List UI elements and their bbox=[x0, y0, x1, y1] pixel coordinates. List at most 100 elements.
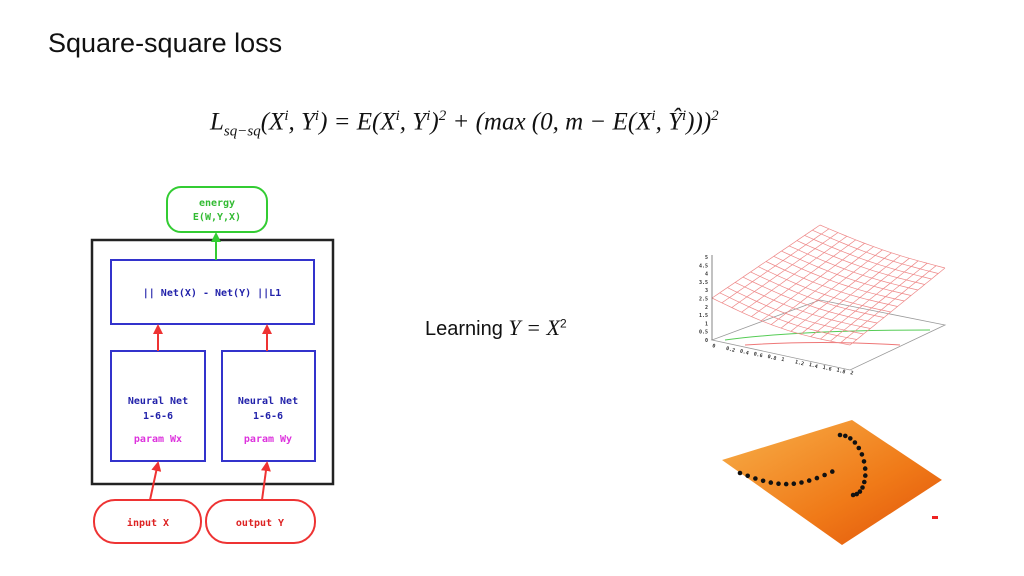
dot bbox=[737, 470, 743, 476]
contour bbox=[744, 342, 901, 346]
tick-label: 5 bbox=[705, 255, 708, 261]
text-segment: , Y bbox=[288, 108, 315, 136]
net-x-node bbox=[110, 350, 206, 462]
tick-label: 4.5 bbox=[699, 263, 708, 269]
surface-image bbox=[722, 420, 942, 545]
mesh-line bbox=[765, 261, 898, 307]
mesh-line bbox=[819, 224, 946, 269]
node-label: param Wx bbox=[134, 434, 182, 445]
dot bbox=[863, 473, 868, 478]
dot bbox=[783, 481, 789, 487]
arrow bbox=[149, 461, 162, 501]
tick-label: 0 bbox=[705, 338, 708, 344]
text-segment: 2 bbox=[711, 108, 719, 124]
text-segment: , Y bbox=[399, 108, 427, 136]
dot bbox=[837, 432, 843, 438]
marker bbox=[932, 516, 938, 519]
tick-label: 0.5 bbox=[699, 330, 708, 336]
energy-node bbox=[166, 186, 268, 233]
tick-label: 1.5 bbox=[699, 313, 708, 319]
mesh-line bbox=[790, 252, 892, 332]
dot bbox=[859, 452, 865, 457]
node-label: Neural Net bbox=[128, 396, 188, 407]
base-plane bbox=[710, 299, 947, 371]
node-label: output Y bbox=[236, 518, 284, 529]
diagram: energy E(W,Y,X) || Net(X) - Net(Y) ||L1 … bbox=[90, 186, 335, 544]
text-segment: i bbox=[314, 108, 320, 124]
text-segment: 2 bbox=[559, 316, 567, 331]
node-label: input X bbox=[127, 517, 169, 529]
dot bbox=[776, 481, 781, 487]
mesh-line bbox=[830, 263, 928, 342]
mesh-line bbox=[788, 245, 918, 291]
formula: Lsq−sq(Xi, Yi) = E(Xi, Yi)2 + (max (0, m… bbox=[210, 108, 719, 140]
tick-label: 0 bbox=[711, 343, 715, 350]
text-segment: L bbox=[210, 108, 224, 136]
tick-label: 0.6 bbox=[753, 351, 763, 359]
node-label: E(W,Y,X) bbox=[193, 212, 241, 223]
text-segment: i bbox=[395, 108, 400, 124]
text-segment: + (max (0, m − E(X bbox=[446, 108, 652, 136]
text-segment: ))) bbox=[686, 108, 712, 136]
tick-label: 2.5 bbox=[699, 297, 708, 303]
surface bbox=[722, 420, 942, 545]
tick-label: 0.2 bbox=[725, 346, 735, 354]
tick-label: 2 bbox=[849, 370, 853, 377]
dot bbox=[791, 481, 797, 487]
text-segment: ) = E(X bbox=[319, 108, 396, 136]
learning-caption: Learning Y = X2 bbox=[425, 315, 567, 341]
tick-label: 1.8 bbox=[836, 367, 846, 375]
dot bbox=[753, 476, 758, 481]
node-label: Neural Net bbox=[238, 396, 298, 407]
mesh-line bbox=[810, 258, 910, 337]
dot bbox=[862, 466, 868, 471]
tick-label: 3 bbox=[705, 288, 708, 294]
mesh-line bbox=[800, 255, 901, 335]
tick-label: 4 bbox=[705, 272, 708, 278]
text-segment: i bbox=[682, 108, 687, 124]
text-segment: ) bbox=[430, 108, 439, 136]
dot bbox=[806, 478, 812, 483]
mesh-line bbox=[820, 260, 919, 340]
tick-label: 0.8 bbox=[767, 354, 777, 362]
surface-plot: 00.511.522.533.544.550 0.2 0.4 0.6 0.8 1 1.2 1.… bbox=[699, 224, 947, 377]
dot bbox=[857, 489, 863, 494]
mesh-line bbox=[796, 240, 925, 285]
slide-title: Square-square loss bbox=[48, 28, 283, 58]
contour bbox=[724, 329, 931, 341]
dot bbox=[854, 491, 859, 497]
mesh-line bbox=[781, 250, 912, 296]
tick-label: 1 bbox=[705, 321, 708, 327]
tick-label: 1.4 bbox=[808, 362, 818, 370]
background bbox=[845, 480, 942, 545]
text-segment: i bbox=[284, 108, 289, 124]
dot bbox=[861, 459, 867, 464]
dot bbox=[856, 445, 862, 451]
dot bbox=[852, 440, 858, 445]
text-segment: i bbox=[426, 108, 431, 124]
dot bbox=[799, 480, 804, 485]
dot bbox=[843, 433, 848, 439]
output-node bbox=[205, 499, 316, 544]
text-segment: Learning bbox=[425, 318, 509, 340]
mesh-line bbox=[839, 265, 937, 344]
dot bbox=[745, 473, 750, 479]
input-node bbox=[93, 499, 202, 544]
node-label: param Wy bbox=[244, 434, 292, 445]
dot bbox=[860, 485, 865, 490]
mesh-line bbox=[849, 267, 946, 346]
text-segment: , Ŷ bbox=[655, 108, 682, 136]
tick-label: 1.2 bbox=[794, 359, 804, 367]
dot bbox=[850, 492, 856, 498]
mesh-line bbox=[812, 229, 939, 274]
distance-node bbox=[110, 259, 315, 325]
text-segment: i bbox=[651, 108, 656, 124]
tick-label: 3.5 bbox=[699, 280, 708, 286]
text-segment: 2 bbox=[438, 108, 447, 124]
node-label: 1-6-6 bbox=[253, 411, 283, 422]
dot bbox=[768, 480, 774, 485]
tick-label: 0.4 bbox=[739, 349, 749, 357]
net-y-node bbox=[221, 350, 316, 462]
